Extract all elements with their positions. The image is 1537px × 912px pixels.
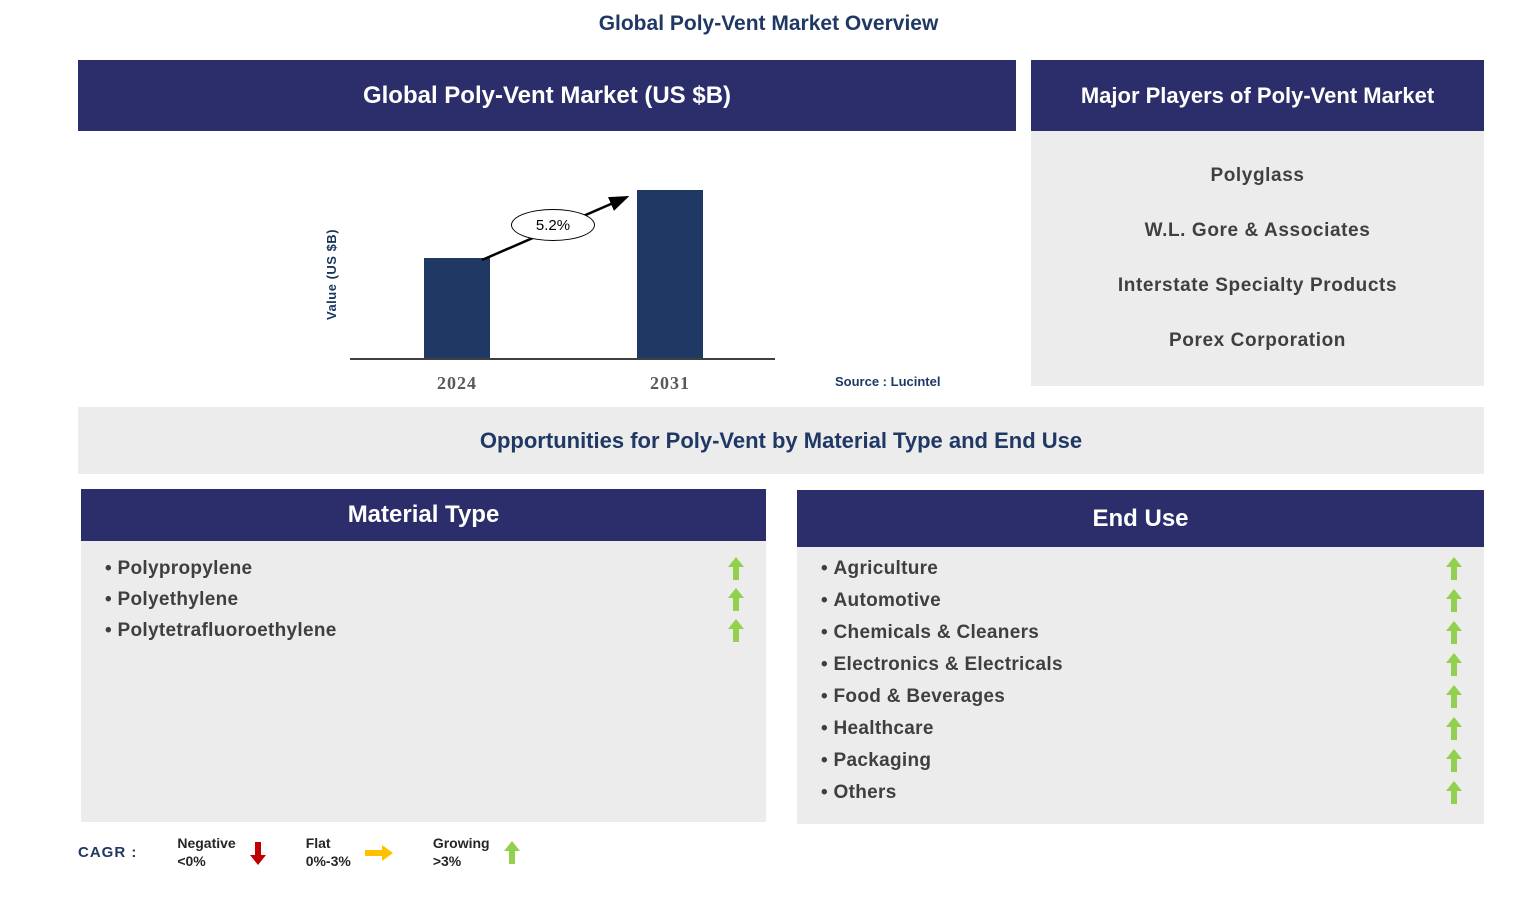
y-axis-label: Value (US $B) <box>324 228 339 320</box>
list-item: Polytetrafluoroethylene <box>81 615 766 646</box>
x-axis-line <box>350 358 775 360</box>
legend-flat-name: Flat <box>305 835 331 851</box>
legend-growing-range: >3% <box>432 852 462 869</box>
major-players-panel: Major Players of Poly-Vent Market Polygl… <box>1031 60 1484 386</box>
player-name: Interstate Specialty Products <box>1117 274 1398 296</box>
flat-right-arrow-icon <box>365 845 393 861</box>
bar-2024 <box>424 258 490 358</box>
growing-up-arrow-icon <box>1446 589 1462 613</box>
opportunities-banner: Opportunities for Poly-Vent by Material … <box>78 407 1484 474</box>
end-use-panel: End Use Agriculture Automotive Chemicals… <box>797 490 1484 824</box>
x-tick-2024: 2024 <box>437 373 477 393</box>
x-tick-2031: 2031 <box>650 373 690 393</box>
growing-up-arrow-icon <box>1446 717 1462 741</box>
material-type-list: Polypropylene Polyethylene Polytetrafluo… <box>81 541 766 822</box>
market-chart-panel: Global Poly-Vent Market (US $B) Value (U… <box>78 60 1016 401</box>
item-label: Packaging <box>821 750 931 772</box>
players-list: Polyglass W.L. Gore & Associates Interst… <box>1031 131 1484 386</box>
material-type-header: Material Type <box>81 489 766 541</box>
item-label: Polytetrafluoroethylene <box>105 620 337 642</box>
material-type-panel: Material Type Polypropylene Polyethylene… <box>81 489 766 822</box>
negative-down-arrow-icon <box>250 841 266 865</box>
item-label: Healthcare <box>821 718 934 740</box>
list-item: Others <box>797 777 1484 809</box>
bar-2031 <box>637 190 703 358</box>
growing-up-arrow-icon <box>1446 621 1462 645</box>
item-label: Polypropylene <box>105 558 253 580</box>
list-item: Food & Beverages <box>797 681 1484 713</box>
page-title: Global Poly-Vent Market Overview <box>598 12 939 35</box>
item-label: Electronics & Electricals <box>821 654 1063 676</box>
legend-flat-range: 0%-3% <box>305 852 351 869</box>
cagr-legend: CAGR : Negative <0% Flat 0%-3% Growing >… <box>78 835 520 870</box>
item-label: Others <box>821 782 897 804</box>
list-item: Agriculture <box>797 553 1484 585</box>
legend-item-flat: Flat 0%-3% <box>306 835 393 870</box>
growing-up-arrow-icon <box>1446 557 1462 581</box>
growth-arrow <box>481 195 630 262</box>
players-header: Major Players of Poly-Vent Market <box>1031 60 1484 131</box>
item-label: Agriculture <box>821 558 938 580</box>
source-label: Source : Lucintel <box>835 374 941 389</box>
list-item: Polyethylene <box>81 584 766 615</box>
item-label: Polyethylene <box>105 589 239 611</box>
growing-up-arrow-icon <box>728 557 744 581</box>
item-label: Food & Beverages <box>821 686 1005 708</box>
growing-up-arrow-icon <box>1446 749 1462 773</box>
legend-title: CAGR : <box>78 844 138 861</box>
player-name: W.L. Gore & Associates <box>1144 220 1371 242</box>
cagr-annotation: 5.2% <box>511 209 595 241</box>
legend-negative-range: <0% <box>177 852 206 869</box>
end-use-header: End Use <box>797 490 1484 547</box>
list-item: Packaging <box>797 745 1484 777</box>
list-item: Chemicals & Cleaners <box>797 617 1484 649</box>
player-name: Polyglass <box>1210 165 1305 187</box>
bar-chart: Value (US $B) 5.2% 2024 2031 Source : Lu… <box>78 131 1016 401</box>
growing-up-arrow-icon <box>1446 653 1462 677</box>
growing-up-arrow-icon <box>728 619 744 643</box>
player-name: Porex Corporation <box>1169 329 1346 351</box>
list-item: Automotive <box>797 585 1484 617</box>
item-label: Chemicals & Cleaners <box>821 622 1039 644</box>
growing-up-arrow-icon <box>1446 781 1462 805</box>
growing-up-arrow-icon <box>504 841 520 865</box>
list-item: Electronics & Electricals <box>797 649 1484 681</box>
item-label: Automotive <box>821 590 941 612</box>
list-item: Polypropylene <box>81 553 766 584</box>
legend-item-negative: Negative <0% <box>177 835 265 870</box>
growing-up-arrow-icon <box>728 588 744 612</box>
end-use-list: Agriculture Automotive Chemicals & Clean… <box>797 547 1484 824</box>
legend-negative-name: Negative <box>177 835 236 851</box>
legend-item-growing: Growing >3% <box>433 835 520 870</box>
chart-header: Global Poly-Vent Market (US $B) <box>78 60 1016 131</box>
list-item: Healthcare <box>797 713 1484 745</box>
growing-up-arrow-icon <box>1446 685 1462 709</box>
legend-growing-name: Growing <box>432 835 490 851</box>
